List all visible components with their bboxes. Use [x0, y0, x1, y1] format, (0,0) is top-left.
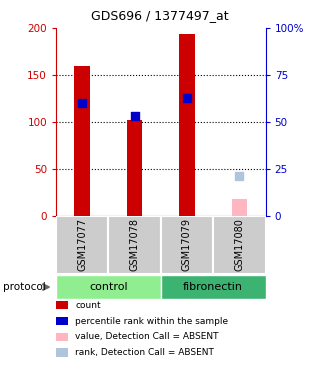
Text: GSM17080: GSM17080: [235, 218, 244, 271]
Point: [80, 100, 85, 106]
Text: protocol: protocol: [3, 282, 46, 292]
Bar: [74, 66, 90, 216]
Point: [132, 113, 137, 119]
Text: GSM17079: GSM17079: [182, 218, 192, 271]
Bar: [108, 216, 161, 274]
Point: [184, 96, 189, 102]
Text: percentile rank within the sample: percentile rank within the sample: [75, 316, 228, 326]
Text: GSM17077: GSM17077: [77, 218, 87, 271]
Text: GSM17078: GSM17078: [130, 218, 140, 271]
Bar: [161, 275, 266, 299]
Text: count: count: [75, 301, 101, 310]
Bar: [161, 216, 213, 274]
Bar: [213, 216, 266, 274]
Point: [237, 173, 242, 179]
Text: value, Detection Call = ABSENT: value, Detection Call = ABSENT: [75, 332, 219, 341]
Text: GDS696 / 1377497_at: GDS696 / 1377497_at: [91, 9, 229, 22]
Bar: [56, 275, 161, 299]
Text: fibronectin: fibronectin: [183, 282, 243, 292]
Text: control: control: [89, 282, 128, 292]
Text: rank, Detection Call = ABSENT: rank, Detection Call = ABSENT: [75, 348, 214, 357]
Bar: [179, 34, 195, 216]
Bar: [56, 216, 108, 274]
Bar: [232, 199, 247, 216]
Bar: [127, 120, 142, 216]
